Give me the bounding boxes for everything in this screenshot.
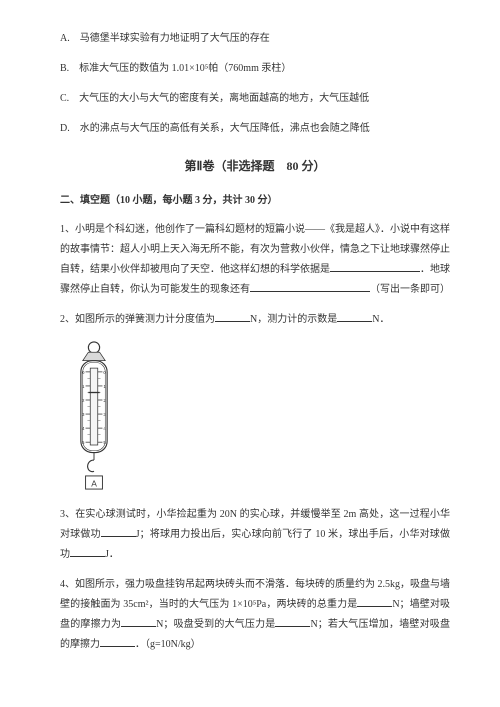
spring-scale-svg: 0 0 1 1 2 2 3 3 4 4 5 5 A	[70, 340, 118, 490]
q2-p1: 如图所示的弹簧测力计分度值为	[75, 314, 215, 325]
q1-blank-1	[330, 260, 420, 272]
option-d-text: 水的沸点与大气压的高低有关系，大气压降低，沸点也会随之降低	[80, 123, 370, 134]
svg-text:5: 5	[82, 440, 85, 445]
option-a: A. 马德堡半球实验有力地证明了大气压的存在	[60, 30, 450, 48]
q3-blank-2	[70, 545, 105, 557]
section-2-title: 第Ⅱ卷（非选择题 80 分）	[60, 156, 450, 178]
scale-slot	[90, 368, 98, 445]
svg-text:2: 2	[82, 397, 85, 402]
svg-text:4: 4	[103, 426, 106, 431]
svg-text:3: 3	[82, 412, 85, 417]
option-b-label: B.	[60, 63, 69, 74]
option-b-text: 标准大气压的数值为 1.01×10⁵帕（760mm 汞柱）	[79, 63, 291, 74]
svg-text:0: 0	[82, 369, 85, 374]
q4-blank-1	[357, 595, 392, 607]
q1-blank-2	[250, 280, 370, 292]
q3-blank-1	[101, 525, 136, 537]
q3-num: 3、	[60, 509, 75, 520]
scale-hook-icon	[88, 460, 94, 472]
svg-text:4: 4	[82, 426, 85, 431]
q4-p5: ．（g=10N/kg）	[135, 639, 201, 650]
svg-text:1: 1	[82, 383, 85, 388]
scale-top-cap	[83, 352, 106, 360]
option-d: D. 水的沸点与大气压的高低有关系，大气压降低，沸点也会随之降低	[60, 120, 450, 138]
option-a-text: 马德堡半球实验有力地证明了大气压的存在	[80, 33, 270, 44]
svg-text:2: 2	[103, 397, 106, 402]
q1-p3: （写出一条即可）	[370, 284, 450, 295]
option-a-label: A.	[60, 33, 70, 44]
q4-num: 4、	[60, 579, 75, 590]
q1-num: 1、	[60, 224, 75, 235]
q4-blank-3	[275, 615, 310, 627]
scale-label-a: A	[91, 478, 97, 488]
option-c-text: 大气压的大小与大气的密度有关，离地面越高的地方，大气压越低	[79, 93, 369, 104]
question-1: 1、小明是个科幻迷，他创作了一篇科幻题材的短篇小说——《我是超人》．小说中有这样…	[60, 220, 450, 300]
question-4: 4、如图所示，强力吸盘挂钩吊起两块砖头而不滑落．每块砖的质量约为 2.5kg，吸…	[60, 575, 450, 655]
q2-num: 2、	[60, 314, 75, 325]
option-c: C. 大气压的大小与大气的密度有关，离地面越高的地方，大气压越低	[60, 90, 450, 108]
question-2: 2、如图所示的弹簧测力计分度值为 N，测力计的示数是 N．	[60, 310, 450, 330]
scale-top-ring-icon	[88, 341, 99, 352]
svg-text:0: 0	[103, 369, 106, 374]
q4-p3: N；吸盘受到的大气压力是	[156, 619, 275, 630]
q3-p3: J．	[105, 549, 119, 560]
svg-text:5: 5	[103, 440, 106, 445]
q2-p3: N．	[372, 314, 389, 325]
q2-p2: N，测力计的示数是	[250, 314, 337, 325]
svg-text:3: 3	[103, 412, 106, 417]
option-d-label: D.	[60, 123, 70, 134]
q4-blank-2	[121, 615, 156, 627]
option-b: B. 标准大气压的数值为 1.01×10⁵帕（760mm 汞柱）	[60, 60, 450, 78]
q2-blank-2	[337, 310, 372, 322]
svg-text:1: 1	[103, 383, 106, 388]
spring-scale-figure: 0 0 1 1 2 2 3 3 4 4 5 5 A	[70, 340, 450, 497]
fillblank-heading: 二、填空题（10 小题，每小题 3 分，共计 30 分）	[60, 192, 450, 210]
q4-blank-4	[100, 635, 135, 647]
q2-blank-1	[215, 310, 250, 322]
question-3: 3、在实心球测试时，小华捡起重为 20N 的实心球，并缓慢举至 2m 高处，这一…	[60, 505, 450, 565]
option-c-label: C.	[60, 93, 69, 104]
